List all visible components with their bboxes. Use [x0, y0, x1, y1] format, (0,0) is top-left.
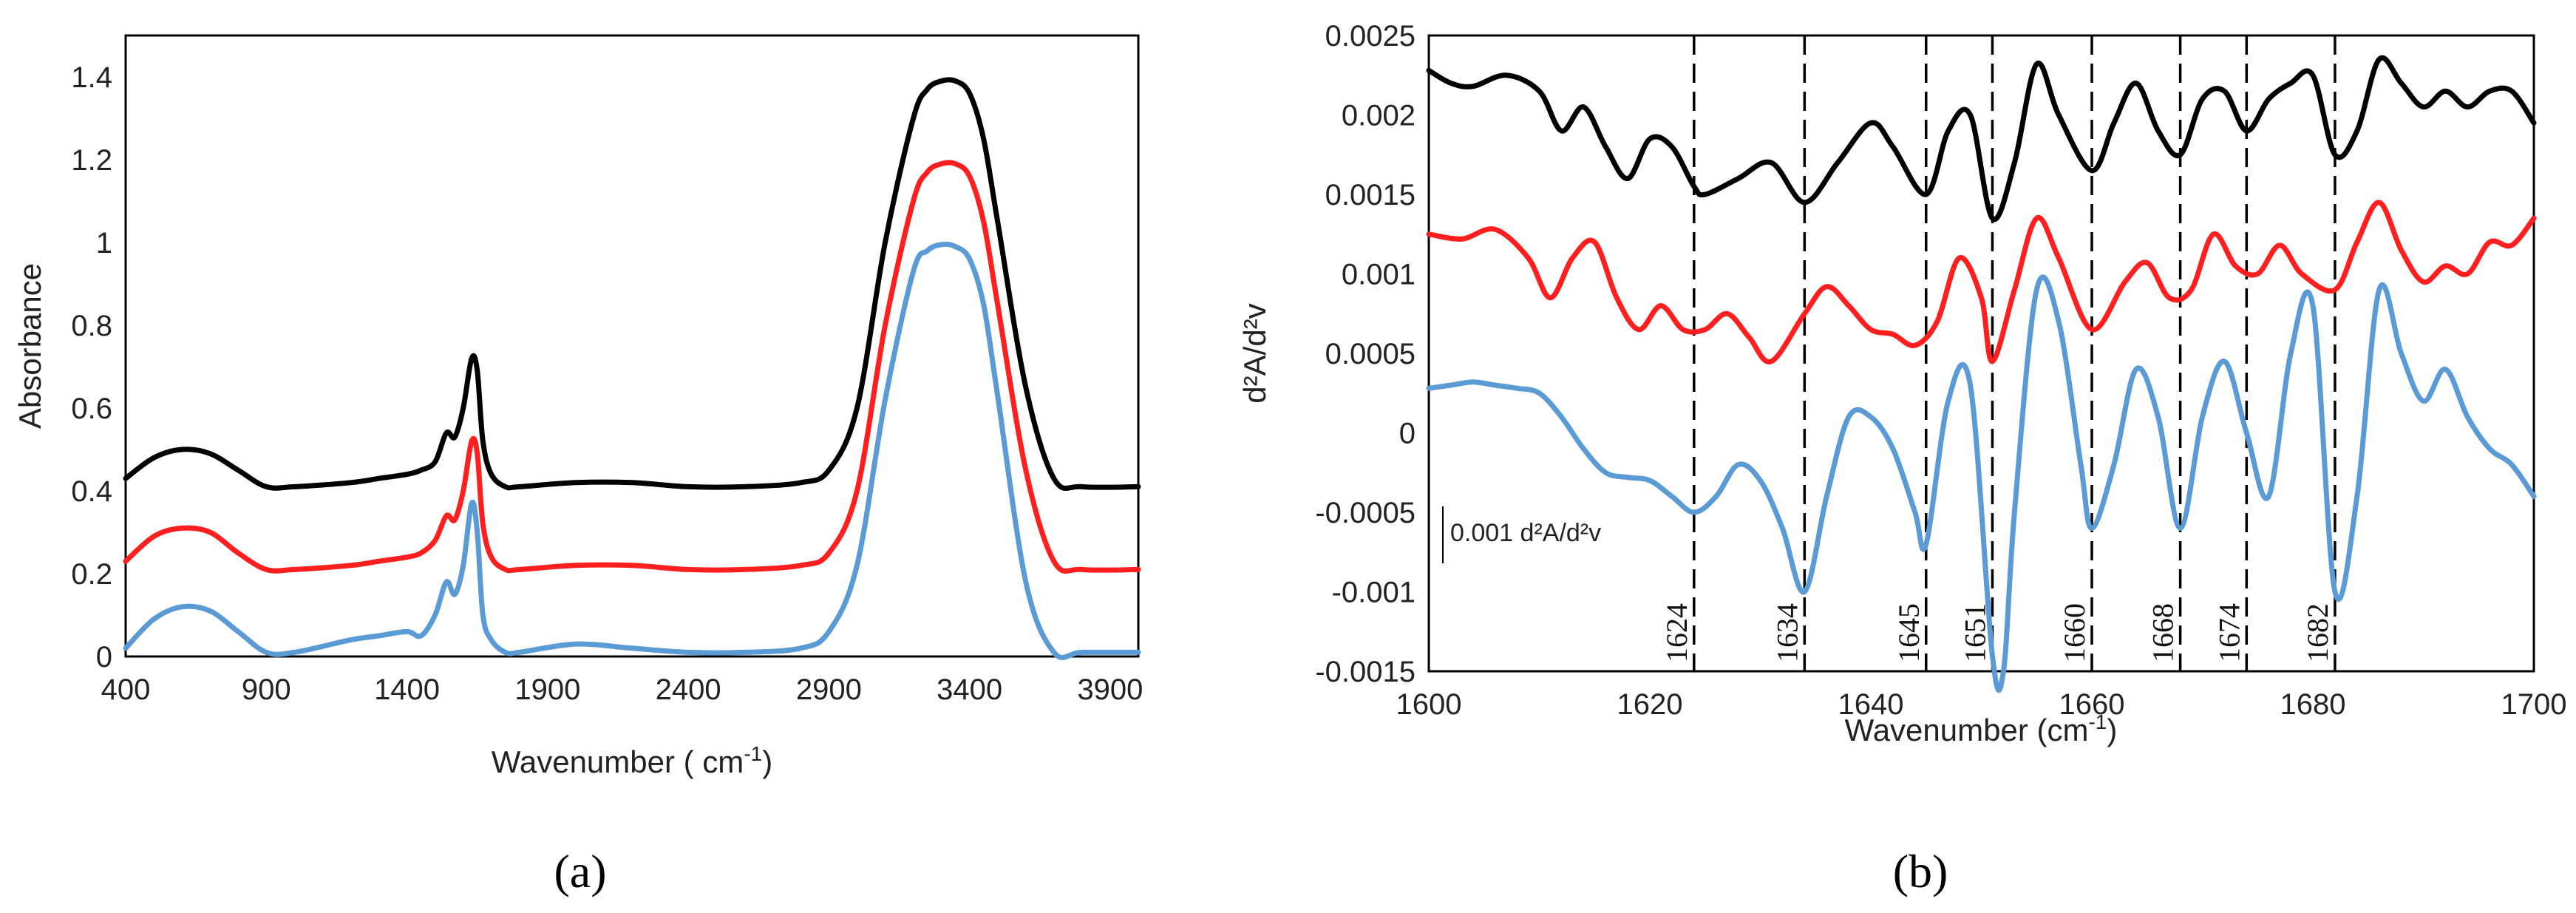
- peak-label: 1674: [2212, 603, 2246, 662]
- y-tick-label: 0.4: [71, 475, 112, 508]
- y-tick-label: -0.001: [1332, 577, 1416, 609]
- x-tick-label: 900: [242, 673, 291, 706]
- y-tick-label: 0.0005: [1325, 338, 1416, 370]
- x-tick-label: 1400: [374, 673, 440, 706]
- y-tick-label: 0.001: [1342, 259, 1416, 291]
- y-tick-label: 0.6: [71, 393, 112, 425]
- x-tick-label: 1680: [2280, 688, 2346, 721]
- peak-label: 1660: [2058, 603, 2091, 662]
- peak-label: 1645: [1892, 603, 1926, 662]
- y-tick-label: 1: [96, 227, 112, 259]
- plot-frame-b: [1427, 34, 2535, 673]
- y-tick-label: 1.2: [71, 144, 112, 177]
- peak-label: 1668: [2147, 603, 2180, 662]
- x-tick-labels-a: 400 900 1400 1900 2400 2900 3400 3900: [101, 673, 1143, 706]
- x-tick-label: 1600: [1396, 688, 1462, 721]
- panel-a-absorbance-chart: 400 900 1400 1900 2400 2900 3400 3900 0 0.2 0.4 0.…: [13, 34, 1143, 897]
- y-tick-label: -0.0005: [1315, 497, 1416, 529]
- y-tick-label: 0: [1399, 418, 1416, 450]
- y-tick-label: 0.0025: [1325, 20, 1416, 52]
- peak-label: 1682: [2301, 603, 2334, 662]
- y-tick-label: 0.2: [71, 558, 112, 591]
- x-tick-label: 1640: [1838, 688, 1904, 721]
- series-line-red: [123, 160, 1141, 574]
- x-tick-label: 1900: [514, 673, 580, 706]
- x-tick-label: 2900: [796, 673, 862, 706]
- y-tick-label: 0.0015: [1325, 179, 1416, 211]
- y-axis-label-b: d²A/d²v: [1237, 303, 1272, 403]
- peak-label: 1651: [1958, 603, 1991, 662]
- x-tick-label: 400: [101, 673, 151, 706]
- series-line-black: [123, 77, 1141, 491]
- x-tick-label: 2400: [656, 673, 721, 706]
- series-lines-b: [1426, 55, 2537, 693]
- series-lines-a: [123, 77, 1141, 660]
- plot-frame-a: [124, 34, 1140, 658]
- peak-label: 1634: [1770, 603, 1804, 662]
- series-line-red: [1426, 200, 2537, 364]
- x-tick-label: 1700: [2501, 688, 2567, 721]
- y-tick-label: 1.4: [71, 61, 112, 94]
- x-tick-label: 3900: [1077, 673, 1143, 706]
- x-tick-labels-b: 1600 1620 1640 1660 1680 1700: [1396, 688, 2567, 721]
- x-tick-label: 1620: [1617, 688, 1683, 721]
- peak-lines-b: 1624 1634 1645 1651 1660 1668 1674 1682: [1660, 35, 2337, 671]
- y-tick-label: 0.002: [1342, 100, 1416, 132]
- caption-a: (a): [554, 845, 606, 897]
- x-axis-label-b: Wavenumber (cm-1): [1845, 710, 2118, 747]
- series-line-black: [1426, 55, 2537, 223]
- caption-b: (b): [1893, 845, 1948, 897]
- y-tick-labels-b: -0.0015 -0.001 -0.0005 0 0.0005 0.001 0.0015 0.…: [1315, 20, 1416, 688]
- series-line-blue: [123, 241, 1141, 660]
- scale-bar-label: 0.001 d²A/d²v: [1450, 519, 1601, 547]
- x-tick-label: 3400: [937, 673, 1002, 706]
- y-tick-label: -0.0015: [1315, 656, 1416, 688]
- x-axis-label-a: Wavenumber ( cm-1): [492, 742, 772, 779]
- y-tick-label: 0.8: [71, 310, 112, 342]
- y-axis-label-a: Absorbance: [13, 263, 47, 429]
- peak-label: 1624: [1660, 603, 1693, 662]
- y-tick-label: 0: [96, 641, 112, 673]
- y-tick-labels-a: 0 0.2 0.4 0.6 0.8 1 1.2 1.4: [71, 61, 112, 673]
- panel-b-second-derivative-chart: 1600 1620 1640 1660 1680 1700 -0.0015-0.001-0…: [1237, 20, 2566, 897]
- x-tick-label: 1660: [2059, 688, 2125, 721]
- series-line-blue: [1426, 274, 2537, 693]
